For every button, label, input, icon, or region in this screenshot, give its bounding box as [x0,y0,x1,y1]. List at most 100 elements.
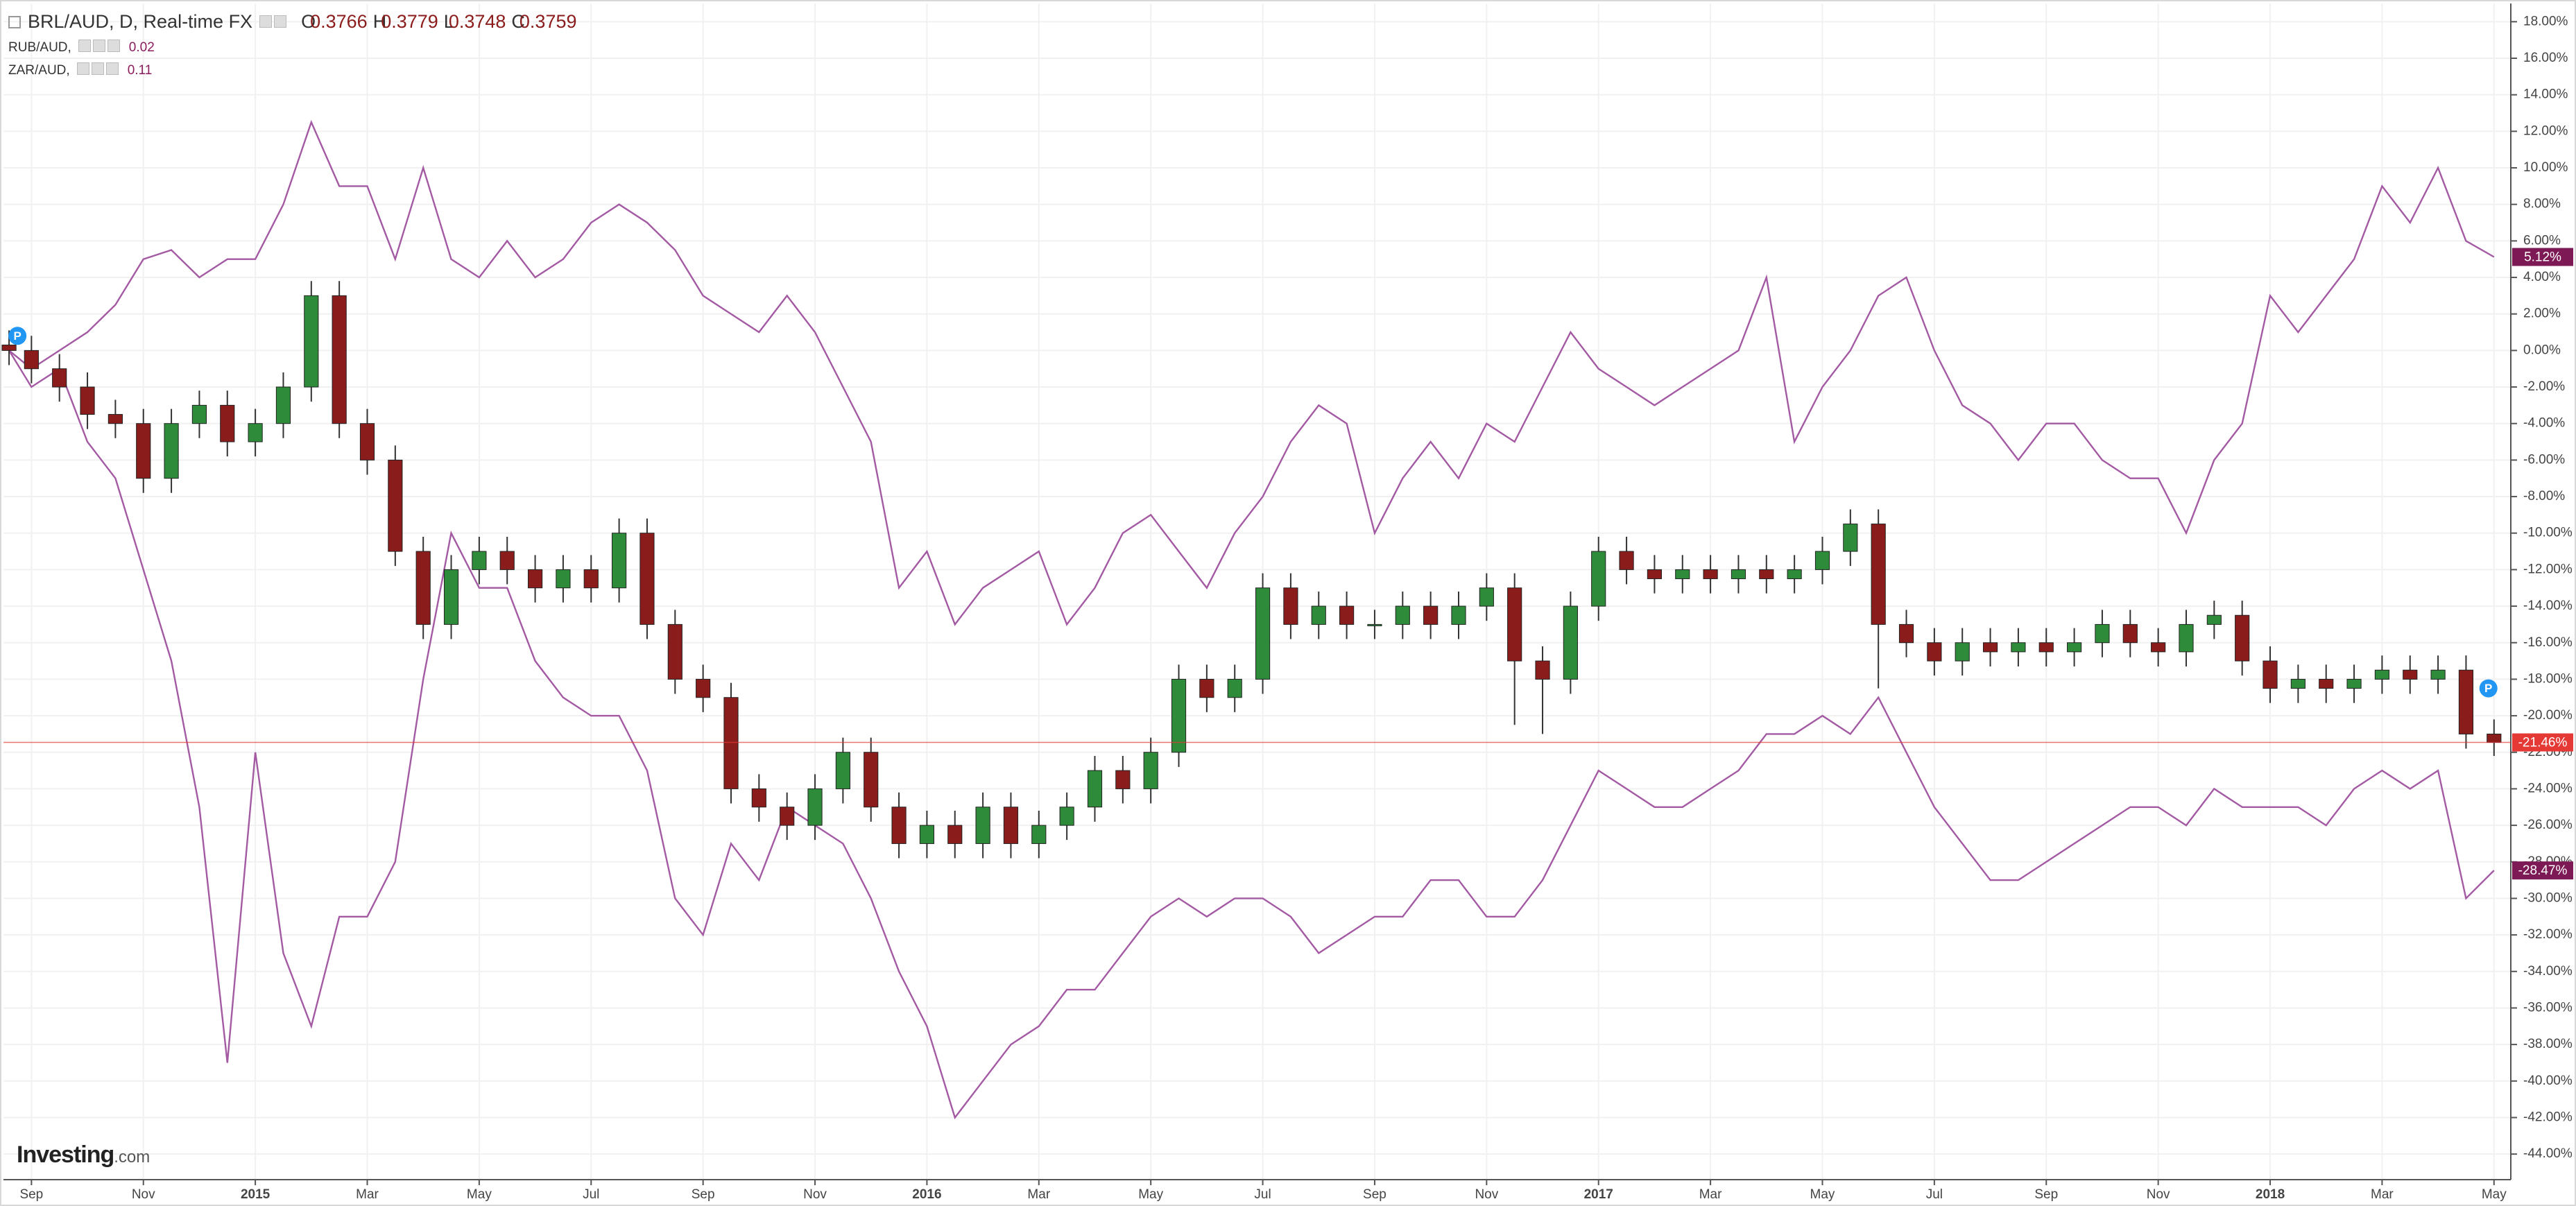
candle-body [864,752,879,808]
candle-body [220,404,235,442]
compare-line [8,119,2495,626]
candle-body [24,350,39,370]
y-tick-label: -10.00% [2523,526,2573,540]
settings-icons[interactable] [259,11,289,33]
x-tick-label: May [1138,1187,1163,1202]
x-tick-label: 2018 [2256,1187,2285,1202]
event-marker[interactable] [8,327,27,345]
candle-body [1311,605,1326,625]
candle-body [304,295,319,388]
x-tick-label: Nov [1475,1187,1498,1202]
event-marker[interactable] [2479,679,2498,698]
candle-body [1814,551,1830,570]
settings-icons[interactable] [76,62,121,79]
y-tick-label: 10.00% [2523,160,2568,175]
x-tick-label: Nov [803,1187,827,1202]
candle-body [108,414,123,424]
candle-body [1927,642,1942,662]
x-tick-label: Nov [132,1187,155,1202]
y-tick-label: 12.00% [2523,123,2568,138]
y-tick-label: -4.00% [2523,416,2565,431]
candle-body [2374,669,2389,680]
x-tick-label: 2016 [912,1187,941,1202]
candle-body [1675,569,1690,580]
candle-body [696,678,711,698]
candle-body [1339,605,1355,625]
y-tick-label: -38.00% [2523,1037,2573,1051]
candle-body [2151,642,2166,653]
y-tick-label: -42.00% [2523,1110,2573,1124]
candle-body [891,807,907,844]
candle-body [80,386,95,415]
candle-body [1367,623,1382,626]
candle-body [835,752,850,789]
candle-body [1955,642,1970,662]
y-tick-label: -20.00% [2523,708,2573,723]
candle-body [2487,733,2502,743]
x-tick-label: Nov [2147,1187,2170,1202]
candle-body [975,807,990,844]
price-badge-label: -28.47% [2518,863,2568,878]
legend-value: 0.11 [127,63,153,78]
candle-body [2122,623,2138,644]
x-tick-label: Mar [2371,1187,2394,1202]
candle-body [807,788,823,826]
candle-body [1731,569,1746,580]
candle-body [359,423,375,460]
candle-body [1395,605,1410,625]
candle-body [1003,807,1019,844]
candle-body [443,569,459,625]
y-tick-label: -18.00% [2523,671,2573,686]
ohlc-key: H [372,11,387,32]
legend-entry[interactable]: RUB/AUD, [8,40,71,55]
candle-body [1843,524,1858,552]
candle-body [1199,678,1214,698]
price-badge-label: -21.46% [2518,736,2568,750]
x-tick-label: Sep [19,1187,43,1202]
y-tick-label: -30.00% [2523,890,2573,905]
candle-body [1507,587,1522,662]
y-tick-label: -40.00% [2523,1074,2573,1088]
candle-body [1871,524,1886,625]
y-tick-label: -16.00% [2523,635,2573,650]
candle-body [2011,642,2026,653]
logo-suffix: .com [114,1148,151,1166]
candle-body [919,825,935,844]
candle-body [1143,752,1158,789]
y-tick-label: -6.00% [2523,452,2565,467]
price-badge-label: 5.12% [2524,250,2561,265]
collapse-button[interactable] [8,15,21,28]
legend-entry[interactable]: ZAR/AUD, [8,63,70,78]
x-tick-label: May [2482,1187,2507,1202]
candle-body [1031,825,1047,844]
price-badge [2512,733,2573,752]
ohlc-value: 0.3748 [448,11,506,32]
compare-legend: ZAR/AUD, 0.11 [8,62,152,79]
candle-body [191,404,207,424]
x-tick-label: May [467,1187,492,1202]
logo-name: Investing [17,1142,114,1168]
x-tick-label: 2015 [241,1187,271,1202]
candle-body [332,295,347,424]
x-tick-label: Mar [356,1187,379,1202]
candle-body [1227,678,1242,698]
candle-body [556,569,571,589]
y-tick-label: 18.00% [2523,14,2568,28]
ohlc-value: 0.3766 [310,11,368,32]
candle-body [667,623,682,680]
candle-body [2458,669,2474,734]
candle-body [1647,569,1662,580]
candle-body [780,807,795,826]
candle-body [612,533,627,589]
y-tick-label: 2.00% [2523,307,2561,321]
x-tick-label: Sep [2034,1187,2058,1202]
settings-icons[interactable] [78,40,122,56]
candle-body [2179,623,2194,653]
price-badge [2512,861,2573,880]
ohlc-key: L [443,11,454,32]
y-tick-label: -8.00% [2523,489,2565,503]
candle-body [1255,587,1271,680]
